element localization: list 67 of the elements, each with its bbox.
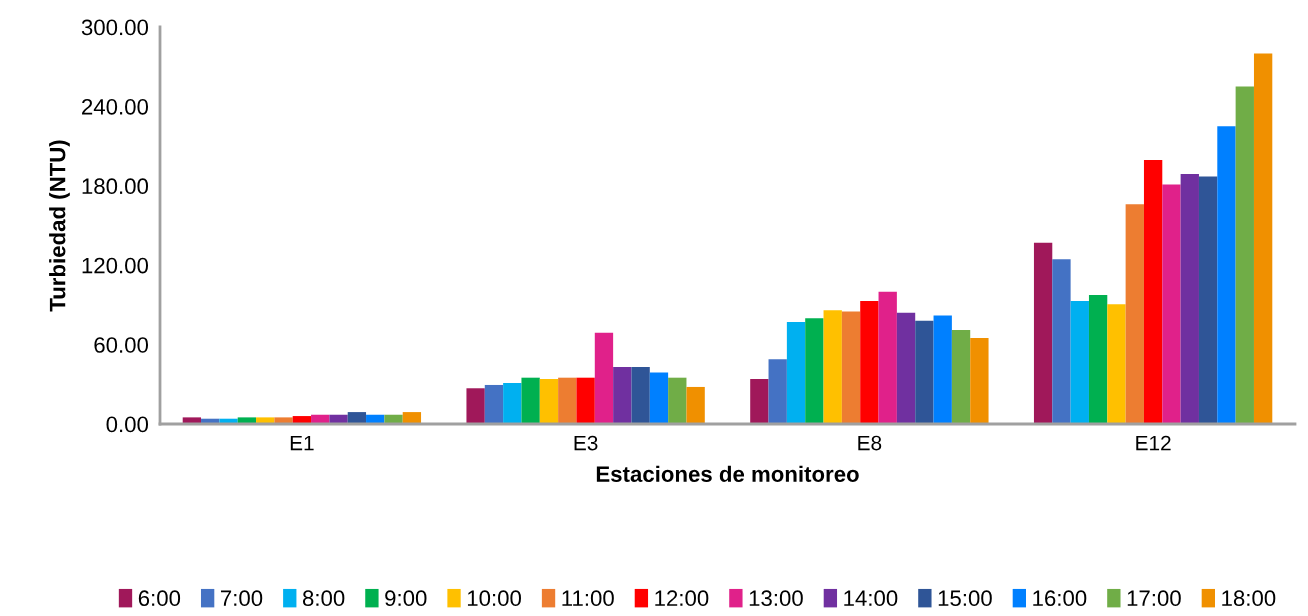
bar	[1162, 184, 1181, 424]
legend-label: 10:00	[467, 590, 521, 607]
bar	[878, 291, 897, 424]
bar	[1253, 53, 1273, 424]
bar	[786, 322, 806, 424]
bar	[1070, 300, 1089, 424]
bar	[823, 310, 842, 424]
bar	[951, 330, 971, 424]
bar	[896, 312, 916, 424]
legend-label: 18:00	[1222, 590, 1276, 607]
y-tick-label: 60.00	[94, 337, 149, 353]
bar	[1033, 242, 1053, 424]
bar	[576, 377, 595, 424]
bar	[933, 315, 952, 424]
legend-label: 9:00	[385, 590, 427, 607]
x-tick-label: E8	[858, 435, 882, 451]
y-axis-title: Turbiedad (NTU)	[49, 140, 70, 312]
bar	[1088, 294, 1108, 424]
x-tick-label: E3	[574, 435, 598, 451]
bar	[1217, 126, 1236, 424]
bar	[1198, 176, 1218, 424]
y-tick-label: 120.00	[82, 257, 149, 274]
legend-label: 12:00	[655, 590, 709, 607]
bar	[594, 332, 614, 424]
bar	[1180, 173, 1199, 424]
legend-label: 17:00	[1127, 590, 1181, 607]
bar	[613, 367, 632, 424]
bar	[558, 377, 577, 424]
bar	[484, 384, 504, 424]
y-tick-label: 180.00	[82, 178, 149, 195]
x-tick-label: E12	[1136, 435, 1171, 451]
x-tick-label: E1	[290, 435, 314, 451]
legend-label: 14:00	[844, 590, 898, 607]
bar	[841, 311, 861, 424]
bar	[768, 359, 787, 424]
y-tick-label: 0.00	[106, 416, 149, 433]
legend-label: 7:00	[220, 590, 263, 607]
bar	[631, 367, 650, 424]
bar	[274, 417, 293, 424]
bar	[915, 320, 934, 424]
legend-label: 15:00	[938, 590, 992, 607]
bar	[970, 337, 989, 424]
bar	[466, 388, 485, 424]
y-tick-label: 240.00	[82, 98, 149, 115]
bar	[1107, 304, 1126, 424]
legend-label: 16:00	[1033, 590, 1087, 607]
legend-label: 8:00	[302, 590, 345, 607]
legend-label: 13:00	[749, 590, 803, 607]
bar	[860, 300, 879, 424]
bar	[668, 377, 687, 424]
bar	[1125, 204, 1144, 424]
bar	[750, 379, 769, 424]
bar	[1143, 160, 1163, 424]
y-tick-label: 300.00	[81, 19, 149, 36]
bar	[347, 412, 367, 424]
legend-label: 6:00	[138, 590, 181, 607]
bar	[686, 386, 705, 424]
bar	[805, 318, 824, 424]
bar	[1052, 259, 1071, 424]
x-axis-title: Estaciones de monitoreo	[596, 465, 859, 482]
bar	[539, 379, 559, 424]
bar	[521, 377, 540, 424]
bar	[1235, 86, 1254, 424]
bar	[649, 372, 669, 424]
legend-label: 11:00	[562, 590, 614, 607]
bar	[402, 412, 422, 424]
bar	[503, 382, 522, 424]
